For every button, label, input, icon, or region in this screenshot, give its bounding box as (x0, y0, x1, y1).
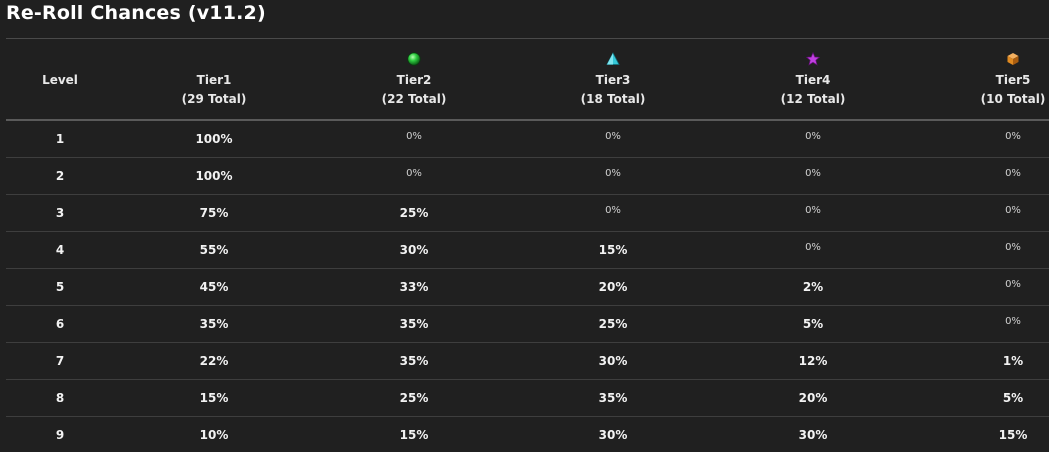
column-header-total: (29 Total) (181, 92, 247, 106)
column-header-label: Tier3 (595, 73, 631, 87)
chance-cell-tier5: 1% (1002, 354, 1024, 368)
chance-cell-tier3: 35% (598, 391, 628, 405)
column-header-total: (18 Total) (580, 92, 646, 106)
column-header-label: Level (42, 73, 78, 87)
chance-cell-tier3: 0% (605, 168, 621, 179)
chance-cell-tier5: 0% (1005, 316, 1021, 327)
column-header-total: (10 Total) (980, 92, 1046, 106)
level-cell: 4 (55, 243, 65, 257)
chance-cell-tier1: 55% (199, 243, 229, 257)
table-row: 3 75% 25% 0% 0% 0% (6, 195, 1049, 232)
table-row: 4 55% 30% 15% 0% 0% (6, 232, 1049, 269)
chance-cell-tier2: 0% (406, 131, 422, 142)
column-header-tier1: Tier1 (29 Total) (144, 39, 284, 119)
level-cell: 3 (55, 206, 65, 220)
chance-cell-tier5: 5% (1002, 391, 1024, 405)
column-header-label: Tier1 (196, 73, 232, 87)
column-header-tier4: Tier4 (12 Total) (743, 39, 883, 119)
chance-cell-tier4: 0% (805, 131, 821, 142)
chance-cell-tier3: 20% (598, 280, 628, 294)
chance-cell-tier2: 30% (399, 243, 429, 257)
chance-cell-tier1: 45% (199, 280, 229, 294)
column-header-label: Tier2 (396, 73, 432, 87)
table-row: 5 45% 33% 20% 2% 0% (6, 269, 1049, 306)
cyan-pyramid-icon (606, 52, 620, 65)
chance-cell-tier4: 12% (798, 354, 828, 368)
table-row: 9 10% 15% 30% 30% 15% (6, 417, 1049, 452)
chance-cell-tier3: 30% (598, 428, 628, 442)
chance-cell-tier4: 0% (805, 205, 821, 216)
top-divider (6, 38, 1049, 39)
chance-cell-tier4: 0% (805, 242, 821, 253)
level-cell: 9 (55, 428, 65, 442)
table-body: 1 100% 0% 0% 0% 0% 2 100% 0% 0% 0% 0% 3 75% 25% 0% 0% 0% 4… (6, 121, 1049, 452)
chance-cell-tier2: 25% (399, 391, 429, 405)
chance-cell-tier5: 0% (1005, 131, 1021, 142)
column-header-tier3: Tier3 (18 Total) (543, 39, 683, 119)
column-header-level: Level (0, 39, 130, 119)
level-cell: 2 (55, 169, 65, 183)
page-title: Re-Roll Chances (v11.2) (6, 2, 266, 24)
column-header-tier5: Tier5 (10 Total) (943, 39, 1049, 119)
chance-cell-tier5: 15% (998, 428, 1028, 442)
chance-cell-tier4: 0% (805, 168, 821, 179)
chance-cell-tier3: 25% (598, 317, 628, 331)
column-header-total: (12 Total) (780, 92, 846, 106)
chance-cell-tier1: 10% (199, 428, 229, 442)
chance-cell-tier2: 35% (399, 354, 429, 368)
chance-cell-tier1: 75% (199, 206, 229, 220)
level-cell: 6 (55, 317, 65, 331)
table-row: 6 35% 35% 25% 5% 0% (6, 306, 1049, 343)
table-row: 1 100% 0% 0% 0% 0% (6, 121, 1049, 158)
purple-star-icon (806, 52, 820, 66)
chance-cell-tier5: 0% (1005, 242, 1021, 253)
table-row: 7 22% 35% 30% 12% 1% (6, 343, 1049, 380)
column-header-label: Tier5 (995, 73, 1031, 87)
table-header: Level Tier1 (29 Total) Tier2 (22 Total) (6, 39, 1049, 119)
column-header-label: Tier4 (795, 73, 831, 87)
chance-cell-tier1: 35% (199, 317, 229, 331)
chance-cell-tier2: 15% (399, 428, 429, 442)
chance-cell-tier5: 0% (1005, 168, 1021, 179)
chance-cell-tier1: 100% (195, 169, 233, 183)
chance-cell-tier5: 0% (1005, 205, 1021, 216)
chance-cell-tier3: 0% (605, 131, 621, 142)
chance-cell-tier4: 2% (802, 280, 824, 294)
chance-cell-tier5: 0% (1005, 279, 1021, 290)
chance-cell-tier1: 22% (199, 354, 229, 368)
green-orb-icon (407, 52, 421, 66)
chance-cell-tier4: 5% (802, 317, 824, 331)
level-cell: 8 (55, 391, 65, 405)
column-header-tier2: Tier2 (22 Total) (344, 39, 484, 119)
chance-cell-tier2: 0% (406, 168, 422, 179)
level-cell: 1 (55, 132, 65, 146)
chance-cell-tier2: 35% (399, 317, 429, 331)
table-row: 8 15% 25% 35% 20% 5% (6, 380, 1049, 417)
table-row: 2 100% 0% 0% 0% 0% (6, 158, 1049, 195)
chance-cell-tier2: 33% (399, 280, 429, 294)
level-cell: 7 (55, 354, 65, 368)
chance-cell-tier4: 30% (798, 428, 828, 442)
chance-cell-tier1: 15% (199, 391, 229, 405)
chance-cell-tier3: 15% (598, 243, 628, 257)
header-divider (6, 119, 1049, 121)
chance-cell-tier3: 30% (598, 354, 628, 368)
chance-cell-tier2: 25% (399, 206, 429, 220)
chance-cell-tier1: 100% (195, 132, 233, 146)
orange-cube-icon (1007, 53, 1019, 65)
chance-cell-tier4: 20% (798, 391, 828, 405)
column-header-total: (22 Total) (381, 92, 447, 106)
level-cell: 5 (55, 280, 65, 294)
chance-cell-tier3: 0% (605, 205, 621, 216)
